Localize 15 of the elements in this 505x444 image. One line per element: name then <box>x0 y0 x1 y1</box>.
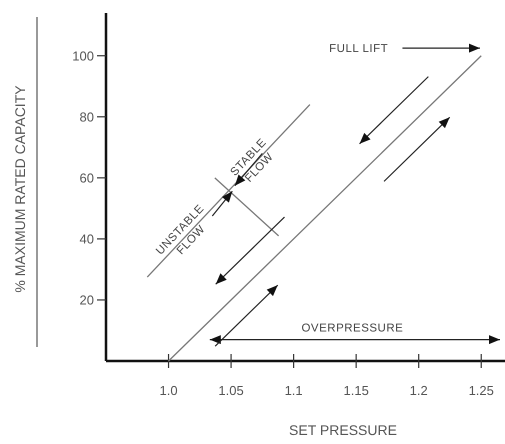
x-tick-label: 1.1 <box>284 383 303 398</box>
x-tick-label: 1.0 <box>160 383 178 398</box>
x-tick-label: 1.25 <box>468 383 494 398</box>
x-tick-label: 1.2 <box>410 383 428 398</box>
y-tick-label: 20 <box>80 292 94 308</box>
x-tick-label: 1.15 <box>344 383 369 398</box>
y-tick-label: 100 <box>72 48 94 64</box>
annotation: FULL LIFT <box>329 43 388 56</box>
x-tick-label: 1.05 <box>218 383 244 398</box>
annotation: OVERPRESSURE <box>301 322 404 334</box>
y-tick-label: 80 <box>80 109 94 124</box>
y-axis-title: % MAXIMUM RATED CAPACITY <box>12 84 28 293</box>
x-axis-title: SET PRESSURE <box>289 422 397 438</box>
y-tick-label: 60 <box>80 170 94 186</box>
y-tick-label: 40 <box>80 231 94 246</box>
